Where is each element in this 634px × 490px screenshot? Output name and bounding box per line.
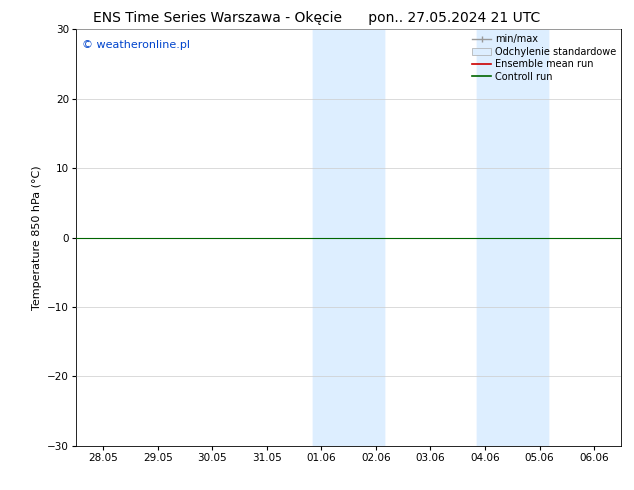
Bar — [477, 29, 548, 446]
Text: © weatheronline.pl: © weatheronline.pl — [82, 40, 190, 50]
Bar — [313, 29, 384, 446]
Legend: min/max, Odchylenie standardowe, Ensemble mean run, Controll run: min/max, Odchylenie standardowe, Ensembl… — [469, 31, 619, 84]
Bar — [477, 29, 548, 446]
Text: ENS Time Series Warszawa - Okęcie      pon.. 27.05.2024 21 UTC: ENS Time Series Warszawa - Okęcie pon.. … — [93, 11, 541, 25]
Y-axis label: Temperature 850 hPa (°C): Temperature 850 hPa (°C) — [32, 165, 42, 310]
Bar — [313, 29, 384, 446]
